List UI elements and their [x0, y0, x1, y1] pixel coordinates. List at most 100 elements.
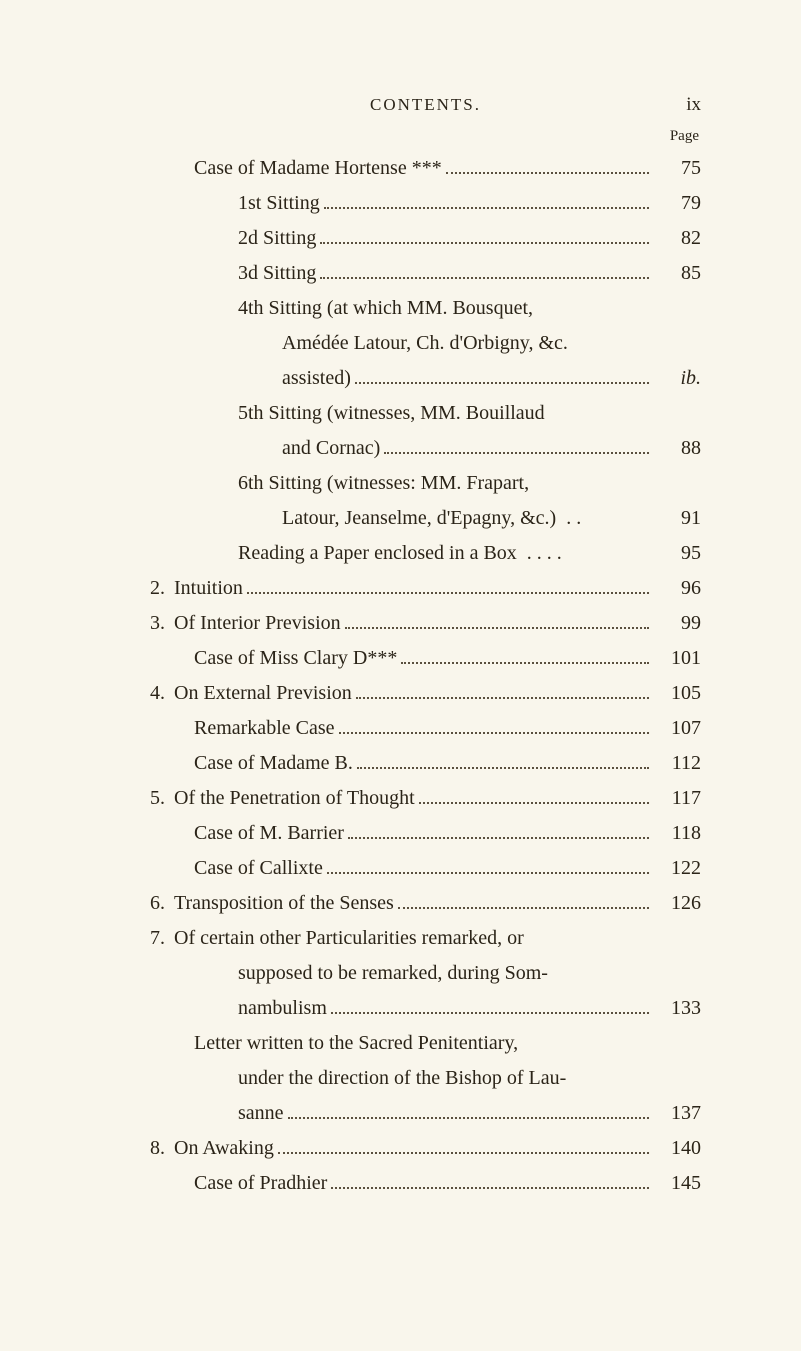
entry-page: 107 — [655, 713, 701, 744]
toc-entry: 5. Of the Penetration of Thought 117 — [150, 783, 701, 814]
entry-label: 5th Sitting (witnesses, MM. Bouillaud — [238, 398, 545, 429]
dot-leader — [446, 156, 649, 174]
toc-entry: 2. Intuition96 — [150, 573, 701, 604]
dot-leader — [356, 681, 649, 699]
dot-leader — [348, 821, 649, 839]
running-title: CONTENTS. — [200, 92, 651, 118]
entry-label: sanne — [238, 1098, 284, 1129]
toc-entry: 7. Of certain other Particularities rema… — [150, 923, 701, 954]
entry-number: 5. — [150, 783, 174, 814]
entry-page: 112 — [655, 748, 701, 779]
entry-page: 79 — [655, 188, 701, 219]
entry-page: 145 — [655, 1168, 701, 1199]
dot-leader — [398, 891, 649, 909]
entry-label: On Awaking — [174, 1133, 274, 1164]
entry-label: 4th Sitting (at which MM. Bousquet, — [238, 293, 533, 324]
entry-label: Case of M. Barrier — [194, 818, 344, 849]
entry-label: under the direction of the Bishop of Lau… — [238, 1063, 566, 1094]
entry-page: 101 — [655, 643, 701, 674]
dot-leader — [331, 996, 649, 1014]
toc-entry: 1st Sitting79 — [150, 188, 701, 219]
dot-leader — [357, 751, 649, 769]
entry-label: 3d Sitting — [238, 258, 316, 289]
dot-leader — [345, 611, 649, 629]
entry-label: Case of Pradhier — [194, 1168, 327, 1199]
toc-entry: 6. Transposition of the Senses 126 — [150, 888, 701, 919]
toc-entry: Case of Madame Hortense ***75 — [150, 153, 701, 184]
dot-leader — [288, 1101, 649, 1119]
page-column-label: Page — [150, 125, 701, 148]
entry-label: Intuition — [174, 573, 243, 604]
toc-entry: Reading a Paper enclosed in a Box . . . … — [150, 538, 701, 569]
toc-entry: assisted) ib. — [150, 363, 701, 394]
entry-label: Letter written to the Sacred Penitentiar… — [194, 1028, 518, 1059]
entry-number: 8. — [150, 1133, 174, 1164]
entry-page: 126 — [655, 888, 701, 919]
entry-label: Transposition of the Senses — [174, 888, 394, 919]
toc-entry: under the direction of the Bishop of Lau… — [150, 1063, 701, 1094]
toc-entry: Case of Miss Clary D*** 101 — [150, 643, 701, 674]
toc-entry: Case of Pradhier 145 — [150, 1168, 701, 1199]
entry-label: Remarkable Case — [194, 713, 335, 744]
dot-leader — [339, 716, 650, 734]
entry-number: 3. — [150, 608, 174, 639]
entry-label: nambulism — [238, 993, 327, 1024]
toc-entry: 5th Sitting (witnesses, MM. Bouillaud — [150, 398, 701, 429]
entry-label: Of certain other Particularities remarke… — [174, 923, 524, 954]
entry-label: Reading a Paper enclosed in a Box . . . … — [238, 538, 562, 569]
toc-entry: Letter written to the Sacred Penitentiar… — [150, 1028, 701, 1059]
toc-entry: 3. Of Interior Prevision 99 — [150, 608, 701, 639]
dot-leader — [324, 191, 649, 209]
toc-entry: nambulism133 — [150, 993, 701, 1024]
entry-page: 118 — [655, 818, 701, 849]
entry-label: supposed to be remarked, during Som- — [238, 958, 548, 989]
dot-leader — [401, 646, 649, 664]
entry-label: and Cornac) — [282, 433, 380, 464]
toc-entry: Latour, Jeanselme, d'Epagny, &c.) . .91 — [150, 503, 701, 534]
toc-entry: and Cornac) 88 — [150, 433, 701, 464]
entry-label: Case of Madame B. — [194, 748, 353, 779]
dot-leader — [355, 366, 649, 384]
running-header: CONTENTS. ix — [150, 90, 701, 119]
entry-number: 6. — [150, 888, 174, 919]
entry-page: ib. — [655, 363, 701, 394]
entry-page: 117 — [655, 783, 701, 814]
entry-page: 137 — [655, 1098, 701, 1129]
dot-leader — [247, 576, 649, 594]
toc-entry: sanne 137 — [150, 1098, 701, 1129]
dot-leader — [327, 856, 649, 874]
entry-page: 95 — [655, 538, 701, 569]
dot-leader — [384, 436, 649, 454]
entry-label: Of Interior Prevision — [174, 608, 341, 639]
page-number-roman: ix — [651, 90, 701, 119]
toc-entry: 4th Sitting (at which MM. Bousquet, — [150, 293, 701, 324]
entry-page: 85 — [655, 258, 701, 289]
entry-label: 2d Sitting — [238, 223, 316, 254]
book-page: CONTENTS. ix Page Case of Madame Hortens… — [0, 0, 801, 1351]
entry-label: Of the Penetration of Thought — [174, 783, 415, 814]
entry-label: Case of Miss Clary D*** — [194, 643, 397, 674]
entry-number: 2. — [150, 573, 174, 604]
dot-leader — [320, 226, 649, 244]
entry-page: 82 — [655, 223, 701, 254]
table-of-contents: Case of Madame Hortense ***75 1st Sitting… — [150, 153, 701, 1199]
entry-page: 140 — [655, 1133, 701, 1164]
toc-entry: Case of M. Barrier 118 — [150, 818, 701, 849]
dot-leader — [331, 1171, 649, 1189]
toc-entry: Amédée Latour, Ch. d'Orbigny, &c. — [150, 328, 701, 359]
dot-leader — [419, 786, 649, 804]
toc-entry: 8. On Awaking 140 — [150, 1133, 701, 1164]
entry-page: 99 — [655, 608, 701, 639]
entry-label: Amédée Latour, Ch. d'Orbigny, &c. — [282, 328, 568, 359]
entry-page: 88 — [655, 433, 701, 464]
entry-label: assisted) — [282, 363, 351, 394]
entry-page: 122 — [655, 853, 701, 884]
toc-entry: 4. On External Prevision105 — [150, 678, 701, 709]
toc-entry: 6th Sitting (witnesses: MM. Frapart, — [150, 468, 701, 499]
entry-label: Case of Madame Hortense *** — [194, 153, 442, 184]
dot-leader — [278, 1136, 649, 1154]
toc-entry: 2d Sitting 82 — [150, 223, 701, 254]
entry-number: 7. — [150, 923, 174, 954]
entry-label: 6th Sitting (witnesses: MM. Frapart, — [238, 468, 529, 499]
toc-entry: Remarkable Case 107 — [150, 713, 701, 744]
